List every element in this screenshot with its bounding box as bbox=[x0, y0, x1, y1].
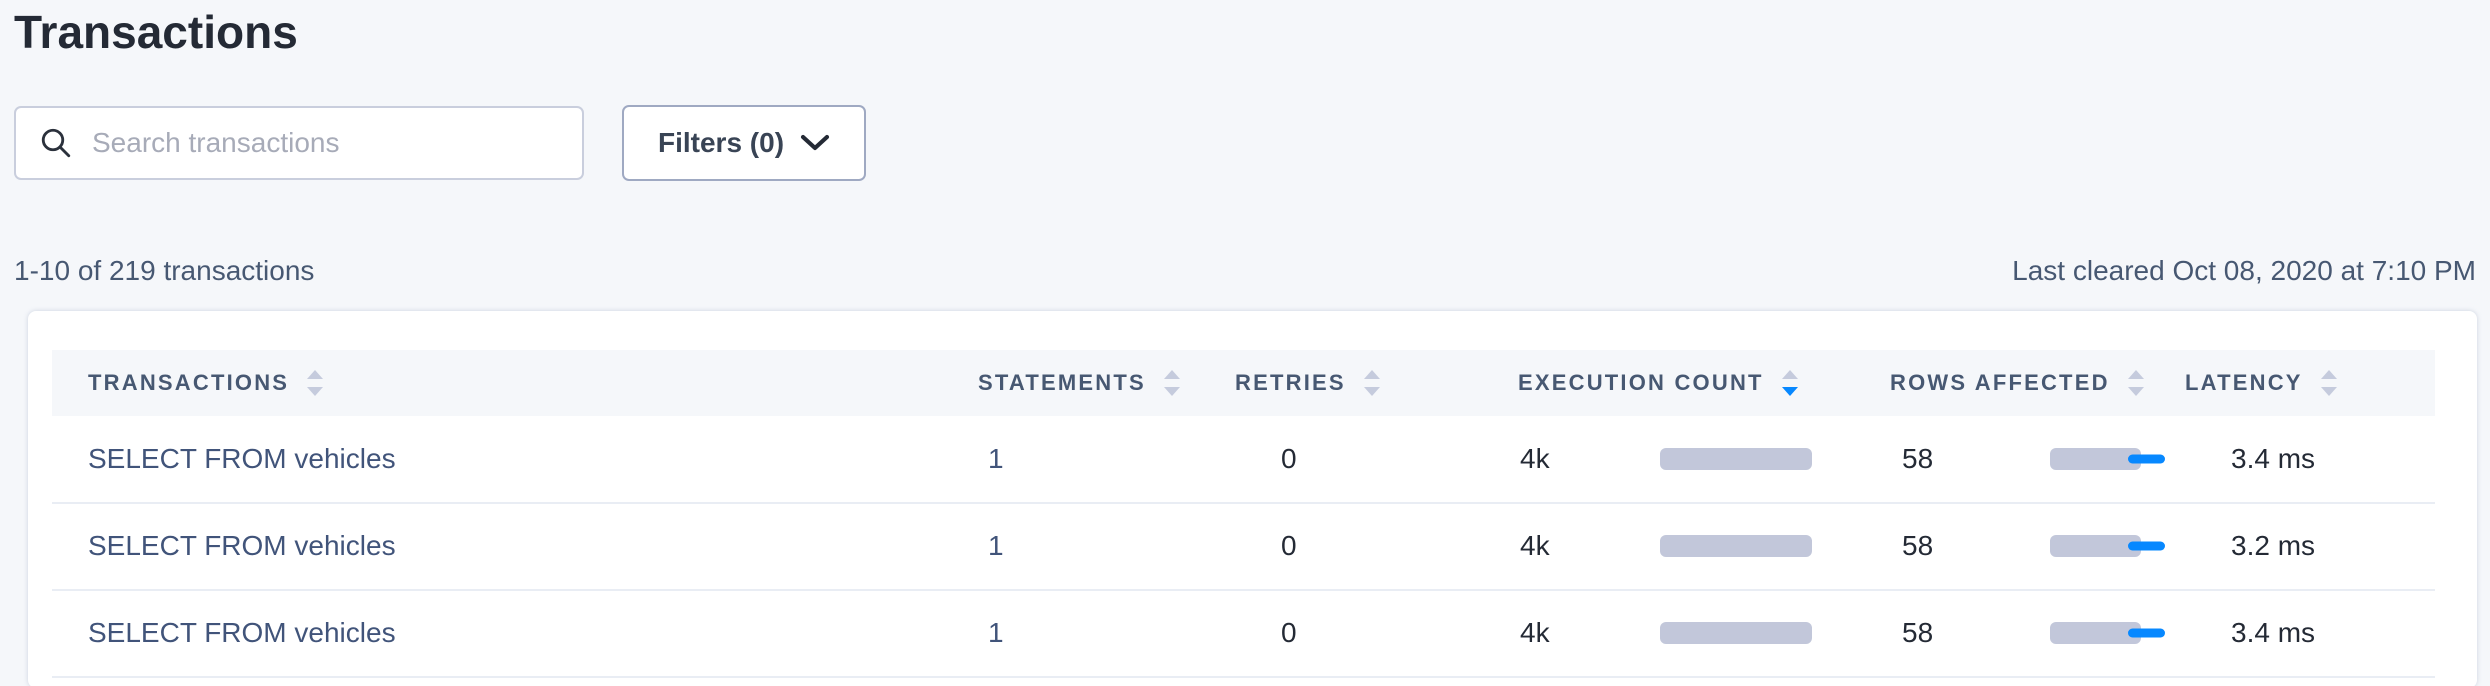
rows-affected-bar bbox=[2050, 622, 2165, 645]
retries-count: 0 bbox=[1281, 530, 1297, 562]
latency-value: 3.4 ms bbox=[2231, 617, 2316, 649]
sort-icon bbox=[1163, 369, 1180, 396]
sort-icon bbox=[2127, 369, 2144, 396]
rows-affected-bar bbox=[2050, 447, 2165, 470]
transaction-link[interactable]: SELECT FROM vehicles bbox=[88, 530, 396, 562]
latency-value: 3.4 ms bbox=[2231, 442, 2316, 474]
execution-count-value: 4k bbox=[1520, 617, 1550, 649]
execution-count-value: 4k bbox=[1520, 530, 1550, 562]
transactions-table: TRANSACTIONS STATEMENTS RETRIES EXECUTIO… bbox=[52, 349, 2435, 678]
sort-icon bbox=[1781, 369, 1798, 396]
stddev-marker bbox=[2128, 454, 2165, 464]
last-cleared-text: Last cleared Oct 08, 2020 at 7:10 PM bbox=[2012, 254, 2476, 286]
stddev-marker bbox=[2128, 628, 2165, 638]
column-label: STATEMENTS bbox=[978, 369, 1146, 395]
table-row: SELECT FROM vehicles 1 0 4k 58 3.4 ms bbox=[52, 415, 2435, 504]
retries-count: 0 bbox=[1281, 442, 1297, 474]
execution-count-bar bbox=[1660, 535, 1812, 558]
column-header-retries[interactable]: RETRIES bbox=[1235, 350, 1518, 416]
column-label: ROWS AFFECTED bbox=[1890, 369, 2110, 395]
sort-icon bbox=[307, 369, 324, 396]
rows-affected-bar bbox=[2050, 535, 2165, 558]
column-header-execution-count[interactable]: EXECUTION COUNT bbox=[1518, 350, 1890, 416]
retries-count: 0 bbox=[1281, 617, 1297, 649]
column-label: EXECUTION COUNT bbox=[1518, 369, 1764, 395]
column-header-transactions[interactable]: TRANSACTIONS bbox=[52, 350, 978, 416]
statements-count-link[interactable]: 1 bbox=[988, 617, 1004, 649]
execution-count-bar bbox=[1660, 447, 1812, 470]
results-bar: 1-10 of 219 transactions Last cleared Oc… bbox=[14, 255, 2476, 287]
rows-affected-value: 58 bbox=[1902, 617, 1934, 649]
toolbar: Filters (0) bbox=[14, 104, 2490, 181]
results-count: 1-10 of 219 transactions bbox=[14, 254, 315, 286]
column-header-rows-affected[interactable]: ROWS AFFECTED bbox=[1890, 350, 2185, 416]
execution-count-bar bbox=[1660, 622, 1812, 645]
rows-affected-value: 58 bbox=[1902, 530, 1934, 562]
column-header-statements[interactable]: STATEMENTS bbox=[978, 350, 1235, 416]
page-title: Transactions bbox=[14, 6, 298, 58]
stddev-marker bbox=[2128, 541, 2165, 551]
rows-affected-value: 58 bbox=[1902, 442, 1934, 474]
table-header-row: TRANSACTIONS STATEMENTS RETRIES EXECUTIO… bbox=[52, 349, 2435, 416]
table-row: SELECT FROM vehicles 1 0 4k 58 3.2 ms bbox=[52, 502, 2435, 591]
sort-icon bbox=[1363, 369, 1380, 396]
transaction-link[interactable]: SELECT FROM vehicles bbox=[88, 617, 396, 649]
column-header-latency[interactable]: LATENCY bbox=[2185, 350, 2435, 416]
column-label: RETRIES bbox=[1235, 369, 1346, 395]
chevron-down-icon bbox=[800, 134, 830, 150]
search-input[interactable] bbox=[92, 126, 560, 159]
execution-count-value: 4k bbox=[1520, 442, 1550, 474]
filters-button[interactable]: Filters (0) bbox=[622, 104, 867, 181]
column-label: TRANSACTIONS bbox=[88, 369, 290, 395]
sort-icon bbox=[2320, 369, 2337, 396]
column-label: LATENCY bbox=[2185, 369, 2303, 395]
transaction-link[interactable]: SELECT FROM vehicles bbox=[88, 442, 396, 474]
statements-count-link[interactable]: 1 bbox=[988, 442, 1004, 474]
latency-value: 3.2 ms bbox=[2231, 530, 2316, 562]
search-icon bbox=[41, 128, 71, 158]
filters-button-label: Filters (0) bbox=[658, 126, 785, 158]
statements-count-link[interactable]: 1 bbox=[988, 530, 1004, 562]
table-row: SELECT FROM vehicles 1 0 4k 58 3.4 ms bbox=[52, 589, 2435, 678]
search-box[interactable] bbox=[14, 105, 584, 180]
transactions-card: TRANSACTIONS STATEMENTS RETRIES EXECUTIO… bbox=[28, 310, 2477, 686]
